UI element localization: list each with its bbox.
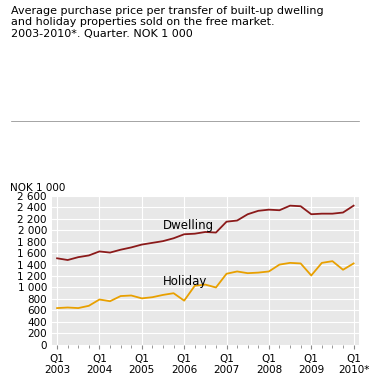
Text: Average purchase price per transfer of built-up dwelling
and holiday properties : Average purchase price per transfer of b… (11, 6, 324, 39)
Text: Dwelling: Dwelling (163, 219, 214, 232)
Text: NOK 1 000: NOK 1 000 (10, 183, 66, 193)
Text: Holiday: Holiday (163, 275, 207, 288)
